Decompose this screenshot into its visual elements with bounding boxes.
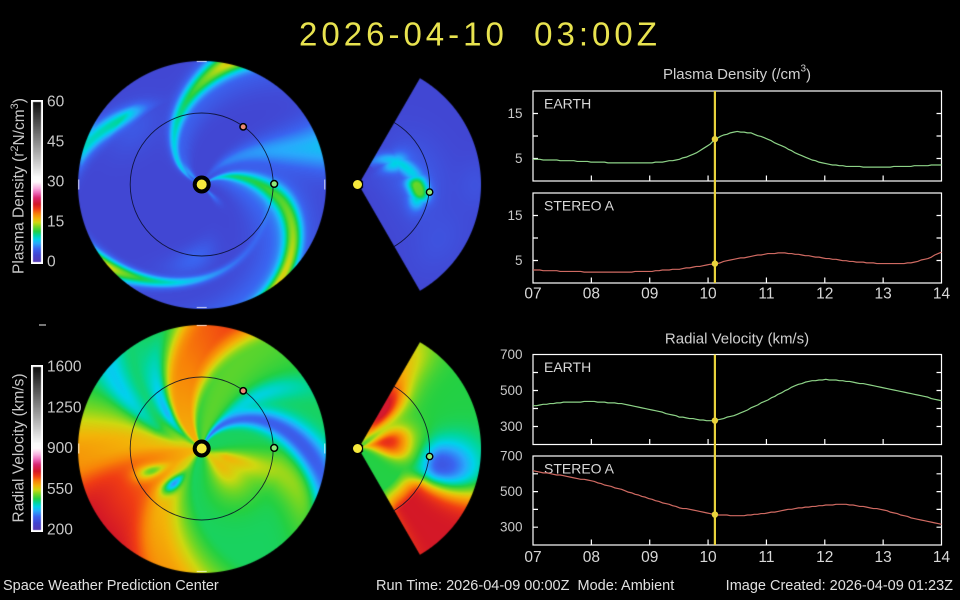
svg-text:200: 200 (47, 522, 73, 539)
svg-text:5: 5 (515, 151, 523, 166)
svg-text:EARTH: EARTH (544, 359, 591, 375)
svg-text:300: 300 (500, 520, 523, 535)
svg-text:900: 900 (47, 440, 73, 457)
svg-text:08: 08 (583, 286, 600, 303)
svg-text:08: 08 (583, 549, 600, 566)
svg-text:700: 700 (500, 347, 523, 362)
svg-text:45: 45 (47, 134, 64, 151)
svg-text:Plasma Density (/cm3): Plasma Density (/cm3) (663, 63, 811, 83)
svg-text:13: 13 (875, 549, 892, 566)
svg-text:300: 300 (500, 419, 523, 434)
svg-text:14: 14 (933, 549, 951, 566)
svg-text:2026-04-10 03:00Z: 2026-04-10 03:00Z (299, 16, 661, 53)
svg-text:12: 12 (816, 286, 833, 303)
svg-text:0: 0 (47, 254, 56, 271)
svg-text:15: 15 (507, 106, 522, 121)
svg-text:10: 10 (699, 286, 717, 303)
svg-text:14: 14 (933, 286, 951, 303)
svg-text:07: 07 (524, 549, 541, 566)
svg-text:07: 07 (524, 286, 541, 303)
svg-text:11: 11 (758, 286, 774, 303)
svg-text:13: 13 (875, 286, 892, 303)
svg-text:Run Time: 2026-04-09 00:00Z M: Run Time: 2026-04-09 00:00Z Mode: Ambien… (376, 578, 674, 594)
svg-text:10: 10 (699, 549, 717, 566)
svg-text:11: 11 (758, 549, 774, 566)
svg-text:1600: 1600 (47, 359, 82, 376)
svg-text:700: 700 (500, 449, 523, 464)
svg-text:5: 5 (515, 253, 523, 268)
svg-text:60: 60 (47, 94, 65, 111)
svg-text:Radial Velocity (km/s): Radial Velocity (km/s) (11, 373, 28, 522)
svg-text:15: 15 (507, 208, 522, 223)
svg-text:500: 500 (500, 484, 523, 499)
svg-text:Radial Velocity (km/s): Radial Velocity (km/s) (665, 331, 809, 348)
svg-text:12: 12 (816, 549, 833, 566)
svg-text:EARTH: EARTH (544, 96, 591, 112)
svg-text:STEREO A: STEREO A (544, 198, 615, 214)
svg-text:09: 09 (641, 286, 658, 303)
svg-text:550: 550 (47, 481, 73, 498)
svg-text:Plasma Density (r2N/cm3): Plasma Density (r2N/cm3) (9, 98, 28, 274)
svg-text:Image Created: 2026-04-09 01:2: Image Created: 2026-04-09 01:23Z (726, 578, 953, 594)
svg-text:30: 30 (47, 174, 65, 191)
svg-text:09: 09 (641, 549, 658, 566)
svg-text:500: 500 (500, 383, 523, 398)
svg-text:Space Weather Prediction Cente: Space Weather Prediction Center (3, 578, 219, 594)
svg-text:1250: 1250 (47, 399, 82, 416)
svg-text:15: 15 (47, 214, 64, 231)
svg-text:STEREO A: STEREO A (544, 461, 615, 477)
